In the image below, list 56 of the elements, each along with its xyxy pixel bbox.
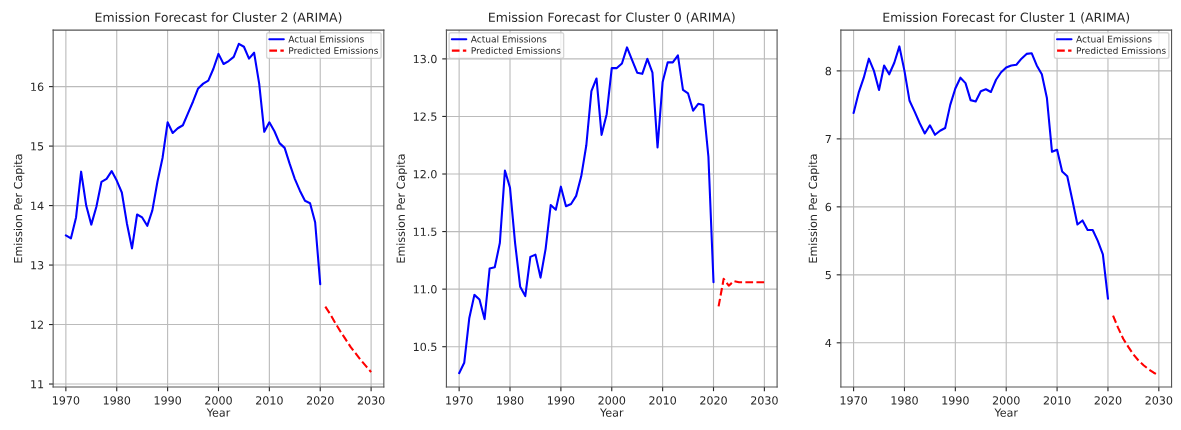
x-tick-label: 2020 <box>306 396 334 405</box>
y-tick-label: 15 <box>31 142 44 151</box>
x-axis-title: Year <box>206 408 231 417</box>
y-tick-label: 14 <box>31 201 44 210</box>
x-tick-label: 2020 <box>700 396 727 405</box>
x-tick-label: 2030 <box>357 396 385 405</box>
line-series <box>324 305 373 374</box>
x-tick-label: 2000 <box>205 396 232 405</box>
y-tick-label: 8 <box>825 66 832 76</box>
x-tick-label: 1970 <box>840 396 867 405</box>
x-tick-label: 1970 <box>446 396 473 405</box>
x-tick-label: 1990 <box>154 396 182 405</box>
x-tick-label: 2010 <box>649 396 677 405</box>
y-tick-label: 12 <box>31 320 43 329</box>
x-tick-label: 2010 <box>256 396 283 405</box>
y-axis-title: Emission Per Capita <box>396 154 408 263</box>
legend-label: Actual Emissions <box>1076 35 1152 43</box>
y-tick-label: 12.0 <box>413 169 437 179</box>
y-tick-label: 11.0 <box>413 285 437 294</box>
y-tick-label: 11 <box>31 380 44 389</box>
x-tick-label: 1990 <box>547 396 575 405</box>
chart-title: Emission Forecast for Cluster 2 (ARIMA) <box>95 12 342 24</box>
line-series <box>458 46 715 375</box>
y-tick-label: 13 <box>31 261 44 270</box>
x-tick-label: 2000 <box>598 396 626 405</box>
y-tick-label: 6 <box>825 202 832 212</box>
y-tick-label: 12.5 <box>413 112 437 121</box>
y-tick-label: 13.0 <box>413 54 437 64</box>
x-tick-label: 1980 <box>103 396 131 405</box>
legend-label: Predicted Emissions <box>1076 46 1166 54</box>
x-axis-title: Year <box>599 408 624 417</box>
x-tick-label: 2010 <box>1043 396 1071 405</box>
y-tick-label: 7 <box>825 134 831 144</box>
x-tick-label: 1980 <box>497 396 524 405</box>
x-tick-label: 2030 <box>751 396 778 405</box>
y-tick-label: 11.5 <box>413 227 437 236</box>
y-axis-title: Emission Per Capita <box>13 154 25 263</box>
y-tick-label: 16 <box>31 82 44 91</box>
x-axis-title: Year <box>994 408 1018 417</box>
y-tick-label: 10.5 <box>413 342 437 352</box>
legend-label: Actual Emissions <box>288 35 364 43</box>
legend-label: Predicted Emissions <box>289 46 378 54</box>
x-tick-label: 1980 <box>891 396 918 405</box>
legend-label: Actual Emissions <box>470 35 547 43</box>
x-tick-label: 1970 <box>52 396 80 405</box>
x-tick-label: 1990 <box>942 396 969 405</box>
line-series <box>717 277 766 308</box>
x-tick-label: 2020 <box>1094 396 1122 405</box>
y-axis-title: Emission Per Capita <box>808 154 820 263</box>
y-tick-label: 4 <box>825 338 832 348</box>
legend-label: Predicted Emissions <box>471 46 561 54</box>
x-tick-label: 2000 <box>992 396 1020 405</box>
y-tick-label: 5 <box>825 270 831 280</box>
chart-title: Emission Forecast for Cluster 1 (ARIMA) <box>883 12 1130 24</box>
chart-title: Emission Forecast for Cluster 0 (ARIMA) <box>489 12 735 24</box>
x-tick-label: 2030 <box>1145 396 1173 405</box>
